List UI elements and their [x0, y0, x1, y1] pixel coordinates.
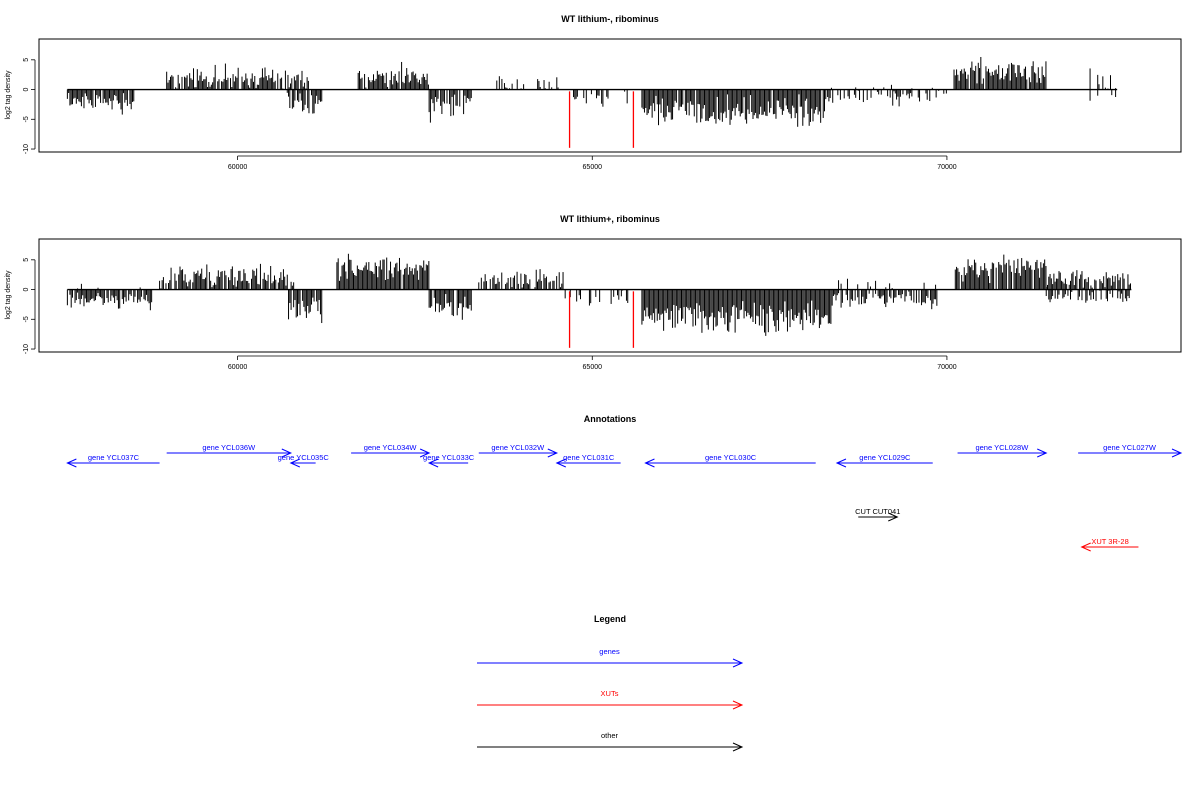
arrow-right-icon — [281, 448, 293, 458]
legend-items: genes XUTs other — [477, 647, 744, 752]
annotation-feature: CUT CUT041 — [855, 507, 900, 522]
feature-label: gene YCL035C — [278, 453, 330, 462]
arrow-left-icon — [66, 458, 77, 468]
legend-item: other — [477, 731, 744, 752]
panel-title: WT lithium+, ribominus — [560, 214, 660, 224]
arrow-right-icon — [888, 512, 899, 522]
feature-label: XUT 3R-28 — [1091, 537, 1128, 546]
panel-title: WT lithium-, ribominus — [561, 14, 659, 24]
y-tick-label: -10 — [23, 144, 30, 154]
legend-item: genes — [477, 647, 744, 668]
panel-wt-lithium-minus: WT lithium-, ribominus log2 tag density … — [5, 14, 1182, 171]
annotation-feature: gene YCL031C — [555, 453, 621, 468]
plot-frame — [38, 238, 1182, 353]
feature-label: gene YCL037C — [88, 453, 140, 462]
legend-label: XUTs — [601, 689, 619, 698]
arrow-left-icon — [555, 458, 567, 468]
arrow-left-icon — [1080, 542, 1091, 552]
x-tick-label: 60000 — [228, 164, 248, 171]
arrow-left-icon — [289, 458, 301, 468]
arrow-right-icon — [547, 448, 559, 458]
y-tick-label: -5 — [23, 116, 30, 122]
y-tick-label: 5 — [23, 258, 30, 262]
x-tick-label: 60000 — [228, 364, 248, 371]
density-bars — [66, 56, 1118, 127]
x-tick-label: 65000 — [583, 164, 603, 171]
highlight-markers — [568, 91, 635, 148]
feature-label: gene YCL033C — [423, 453, 475, 462]
arrow-left-icon — [644, 458, 655, 468]
arrow-left-icon — [427, 458, 439, 468]
legend-item: XUTs — [477, 689, 744, 710]
legend-title: Legend — [594, 614, 626, 624]
annotation-feature: gene YCL030C — [644, 453, 816, 468]
y-tick-label: 5 — [23, 58, 30, 62]
annotation-feature: gene YCL037C — [66, 453, 160, 468]
axes: 60000 65000 70000 5 0 -5 -10 — [23, 258, 957, 371]
legend: Legend genes XUTs other — [477, 614, 744, 752]
annotation-feature: gene YCL036W — [166, 443, 293, 458]
annotation-feature: gene YCL032W — [478, 443, 559, 458]
annotation-feature: gene YCL033C — [423, 453, 475, 468]
annotation-feature: gene YCL027W — [1078, 443, 1183, 458]
highlight-markers — [568, 291, 635, 348]
annotation-feature: gene YCL035C — [278, 453, 330, 468]
annotation-features: gene YCL037C gene YCL036W gene YCL035C gene… — [66, 443, 1183, 552]
density-bars — [66, 253, 1132, 336]
y-tick-label: -10 — [23, 344, 30, 354]
arrow-left-icon — [835, 458, 847, 468]
annotation-feature: gene YCL034W — [351, 443, 431, 458]
arrow-right-icon — [732, 658, 744, 668]
feature-label: gene YCL027W — [1103, 443, 1157, 452]
arrow-right-icon — [732, 742, 744, 752]
annotation-feature: XUT 3R-28 — [1080, 537, 1139, 552]
annotations-title: Annotations — [584, 414, 637, 424]
legend-label: genes — [599, 647, 620, 656]
x-tick-label: 65000 — [583, 364, 603, 371]
annotation-feature: gene YCL029C — [835, 453, 933, 468]
feature-label: gene YCL032W — [491, 443, 545, 452]
y-tick-label: 0 — [23, 288, 30, 292]
feature-label: gene YCL029C — [859, 453, 911, 462]
y-axis-label: log2 tag density — [5, 70, 12, 120]
arrow-right-icon — [419, 448, 431, 458]
feature-label: gene YCL034W — [364, 443, 418, 452]
y-axis-label: log2 tag density — [5, 270, 12, 320]
arrow-right-icon — [732, 700, 744, 710]
arrow-right-icon — [1037, 448, 1048, 458]
y-tick-label: 0 — [23, 88, 30, 92]
y-tick-label: -5 — [23, 316, 30, 322]
panel-wt-lithium-plus: WT lithium+, ribominus log2 tag density … — [5, 214, 1182, 371]
annotation-feature: gene YCL028W — [957, 443, 1048, 458]
plot-frame — [38, 38, 1182, 153]
feature-label: CUT CUT041 — [855, 507, 900, 516]
feature-label: gene YCL028W — [975, 443, 1029, 452]
feature-label: gene YCL036W — [202, 443, 256, 452]
axes: 60000 65000 70000 5 0 -5 -10 — [23, 58, 957, 171]
feature-label: gene YCL030C — [705, 453, 757, 462]
x-tick-label: 70000 — [937, 164, 957, 171]
arrow-right-icon — [1171, 448, 1183, 458]
x-tick-label: 70000 — [937, 364, 957, 371]
legend-label: other — [601, 731, 619, 740]
feature-label: gene YCL031C — [563, 453, 615, 462]
